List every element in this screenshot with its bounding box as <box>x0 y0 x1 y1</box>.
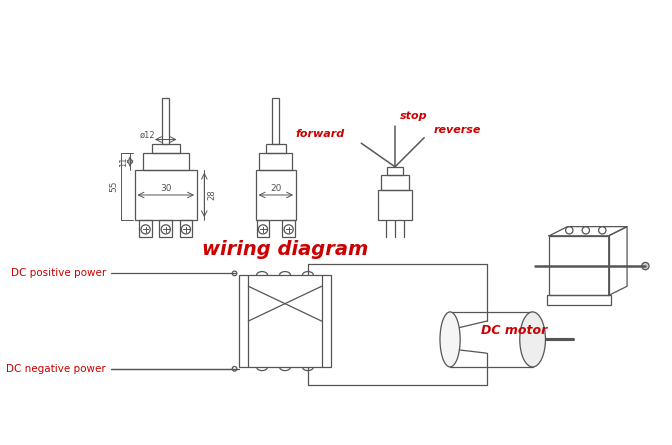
Bar <box>139 220 152 237</box>
Bar <box>239 275 331 367</box>
Text: DC negative power: DC negative power <box>7 364 106 374</box>
Bar <box>162 98 169 144</box>
Ellipse shape <box>519 312 546 367</box>
Text: stop: stop <box>400 111 427 121</box>
Text: 28: 28 <box>207 190 216 200</box>
Text: DC motor: DC motor <box>481 324 548 337</box>
Text: reverse: reverse <box>433 125 480 135</box>
Bar <box>450 312 533 367</box>
Text: 20: 20 <box>270 184 282 193</box>
Text: ø12: ø12 <box>140 131 155 140</box>
Bar <box>143 153 189 170</box>
Bar <box>381 175 409 190</box>
Bar <box>387 167 403 175</box>
Bar <box>549 236 609 295</box>
Bar <box>272 98 280 144</box>
Bar <box>257 220 269 237</box>
Bar <box>134 170 197 220</box>
Text: 30: 30 <box>160 184 171 193</box>
Text: wiring diagram: wiring diagram <box>202 240 368 259</box>
Text: 55: 55 <box>109 181 118 193</box>
Text: forward: forward <box>296 129 345 138</box>
Bar <box>179 220 192 237</box>
Bar <box>378 190 413 220</box>
Ellipse shape <box>440 312 460 367</box>
Bar <box>547 295 611 304</box>
Bar <box>255 170 296 220</box>
Bar <box>159 220 172 237</box>
Bar <box>259 153 292 170</box>
Bar <box>265 144 286 153</box>
Bar <box>282 220 295 237</box>
Bar <box>152 144 179 153</box>
Circle shape <box>642 263 649 270</box>
Text: DC positive power: DC positive power <box>11 268 106 279</box>
Text: 11: 11 <box>119 156 128 167</box>
